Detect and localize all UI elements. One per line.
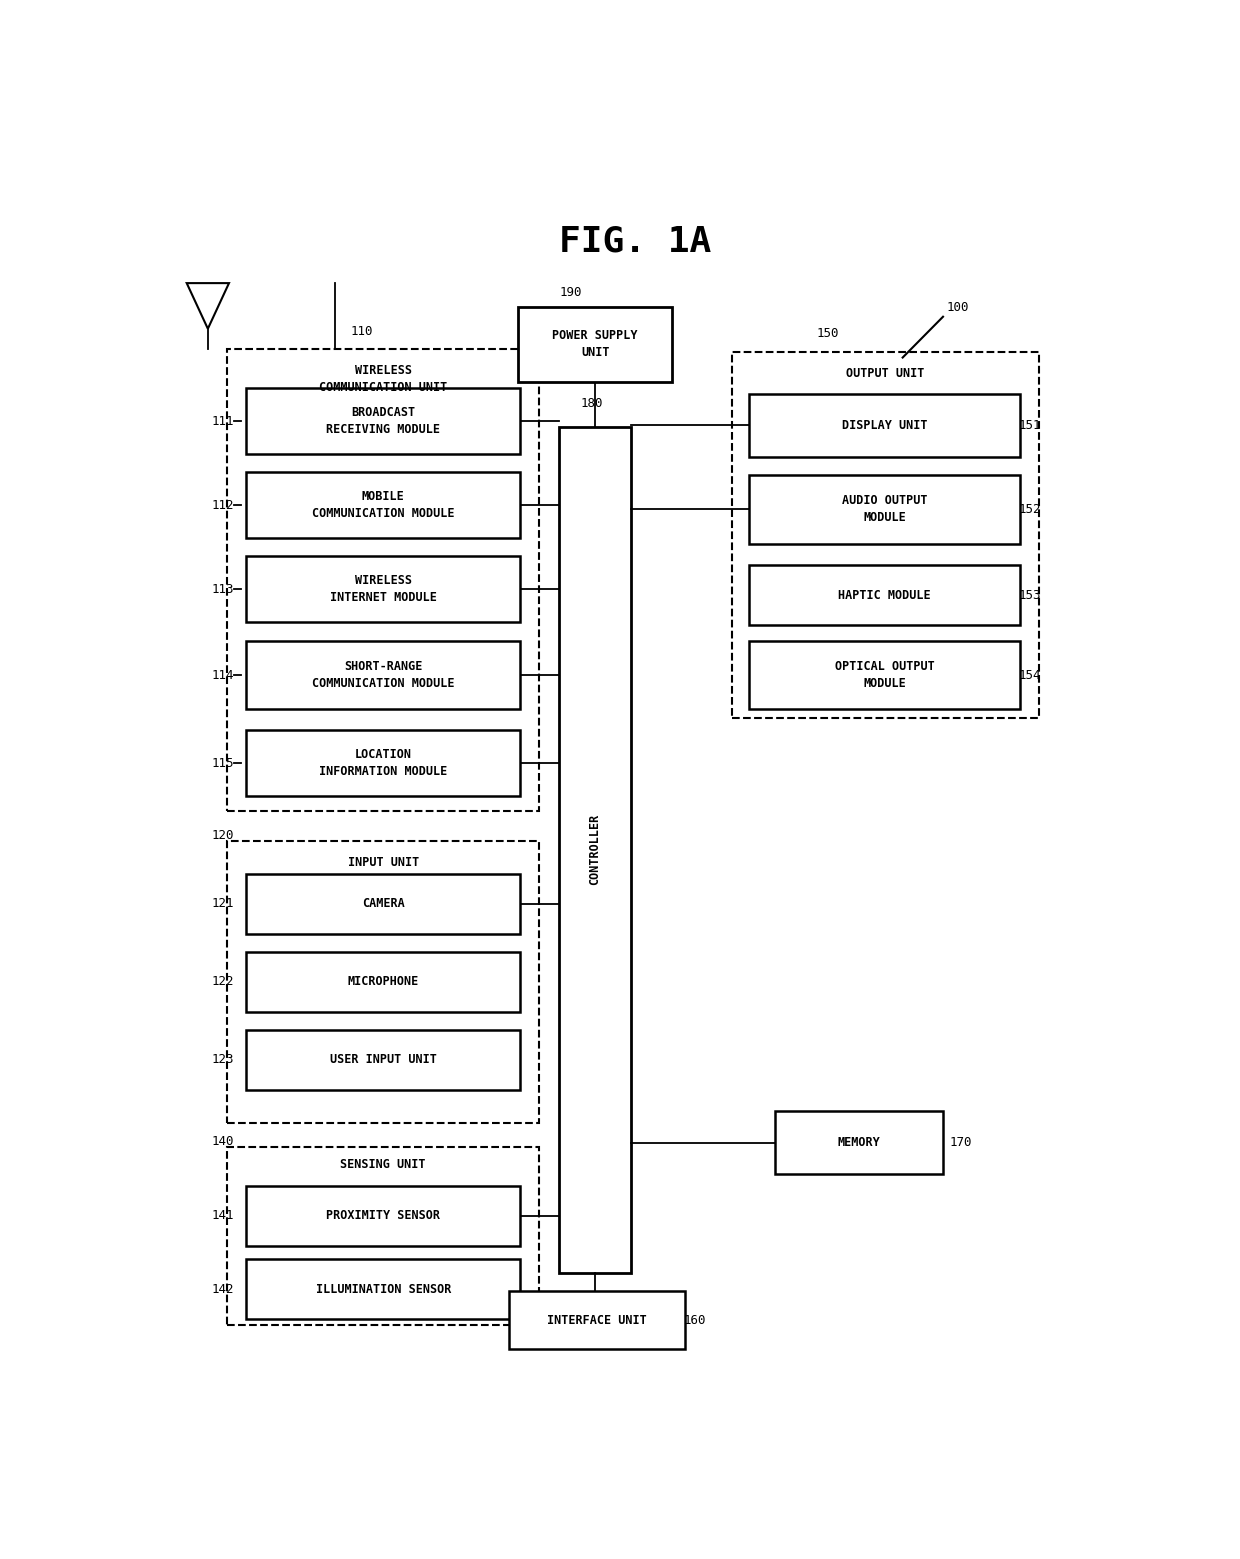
Text: 114: 114 xyxy=(211,669,233,683)
Bar xyxy=(247,873,521,934)
Bar xyxy=(247,641,521,709)
Bar xyxy=(749,566,1019,625)
Text: 152: 152 xyxy=(1018,504,1040,516)
Text: SHORT-RANGE
COMMUNICATION MODULE: SHORT-RANGE COMMUNICATION MODULE xyxy=(312,659,455,691)
Bar xyxy=(247,388,521,454)
Text: 154: 154 xyxy=(1018,669,1040,683)
Text: 113: 113 xyxy=(211,583,233,596)
Text: 151: 151 xyxy=(1018,419,1040,432)
Bar xyxy=(508,1291,684,1349)
Text: USER INPUT UNIT: USER INPUT UNIT xyxy=(330,1054,436,1066)
Text: PROXIMITY SENSOR: PROXIMITY SENSOR xyxy=(326,1210,440,1222)
Text: 190: 190 xyxy=(560,287,583,299)
Bar xyxy=(775,1112,944,1174)
Bar xyxy=(247,1260,521,1319)
Text: 153: 153 xyxy=(1018,589,1040,602)
Text: WIRELESS
COMMUNICATION UNIT: WIRELESS COMMUNICATION UNIT xyxy=(319,365,448,394)
Bar xyxy=(247,555,521,622)
Bar xyxy=(247,1030,521,1090)
Text: POWER SUPPLY
UNIT: POWER SUPPLY UNIT xyxy=(552,329,637,359)
Text: 123: 123 xyxy=(211,1054,233,1066)
Text: MOBILE
COMMUNICATION MODULE: MOBILE COMMUNICATION MODULE xyxy=(312,490,455,519)
Text: AUDIO OUTPUT
MODULE: AUDIO OUTPUT MODULE xyxy=(842,494,928,524)
Text: FIG. 1A: FIG. 1A xyxy=(559,224,712,259)
Bar xyxy=(247,471,521,538)
Bar xyxy=(227,1147,539,1325)
Text: 170: 170 xyxy=(949,1137,972,1149)
Text: 160: 160 xyxy=(683,1314,707,1327)
Text: SENSING UNIT: SENSING UNIT xyxy=(341,1158,427,1171)
Bar xyxy=(518,307,672,382)
Bar xyxy=(558,427,631,1274)
Text: 122: 122 xyxy=(211,976,233,988)
Text: INTERFACE UNIT: INTERFACE UNIT xyxy=(547,1314,646,1327)
Text: 121: 121 xyxy=(211,898,233,910)
Text: 110: 110 xyxy=(351,324,373,338)
Text: 142: 142 xyxy=(211,1283,233,1296)
Bar xyxy=(247,1186,521,1246)
Text: CONTROLLER: CONTROLLER xyxy=(588,814,601,886)
Text: BROADCAST
RECEIVING MODULE: BROADCAST RECEIVING MODULE xyxy=(326,405,440,435)
Bar xyxy=(247,730,521,795)
Text: 150: 150 xyxy=(816,327,839,340)
Bar xyxy=(227,349,539,811)
Text: OPTICAL OUTPUT
MODULE: OPTICAL OUTPUT MODULE xyxy=(835,659,934,691)
Text: MEMORY: MEMORY xyxy=(837,1137,880,1149)
Text: ILLUMINATION SENSOR: ILLUMINATION SENSOR xyxy=(315,1283,451,1296)
Bar xyxy=(247,951,521,1012)
Text: MICROPHONE: MICROPHONE xyxy=(347,976,419,988)
Text: LOCATION
INFORMATION MODULE: LOCATION INFORMATION MODULE xyxy=(319,748,448,778)
Text: 120: 120 xyxy=(211,829,233,842)
Text: 180: 180 xyxy=(582,396,604,410)
Text: 115: 115 xyxy=(211,756,233,770)
Text: 141: 141 xyxy=(211,1210,233,1222)
Bar xyxy=(749,641,1019,709)
Bar xyxy=(749,475,1019,544)
Text: HAPTIC MODULE: HAPTIC MODULE xyxy=(838,589,931,602)
Text: WIRELESS
INTERNET MODULE: WIRELESS INTERNET MODULE xyxy=(330,574,436,603)
Text: 112: 112 xyxy=(211,499,233,511)
Bar xyxy=(732,351,1039,717)
Bar xyxy=(749,393,1019,457)
Bar xyxy=(227,842,539,1124)
Text: OUTPUT UNIT: OUTPUT UNIT xyxy=(846,366,925,380)
Text: INPUT UNIT: INPUT UNIT xyxy=(347,856,419,868)
Text: CAMERA: CAMERA xyxy=(362,898,404,910)
Text: 140: 140 xyxy=(211,1135,233,1147)
Text: 100: 100 xyxy=(946,301,968,313)
Text: 111: 111 xyxy=(211,415,233,427)
Text: DISPLAY UNIT: DISPLAY UNIT xyxy=(842,419,928,432)
